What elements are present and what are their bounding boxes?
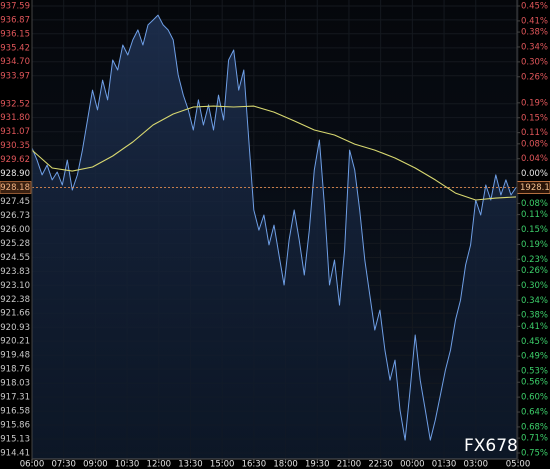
last-price-label: 1928.18 [520, 183, 550, 193]
y-tick-label: 1931.80 [0, 113, 30, 123]
y2-tick-label: 0.45% [521, 337, 548, 347]
y2-tick-label: 0.23% [521, 255, 548, 265]
y2-tick-label: 0.00% [521, 169, 548, 179]
x-tick-label: 05:00 [506, 460, 531, 469]
watermark: FX678 [464, 436, 518, 456]
average-line [31, 105, 517, 201]
y-tick-label: 1934.70 [0, 57, 30, 67]
y-tick-label: 1928.18 [0, 183, 30, 193]
y2-tick-label: 0.30% [521, 57, 548, 67]
y2-tick-label: 0.38% [521, 311, 548, 321]
y-tick-label: 1918.03 [0, 379, 30, 389]
y2-tick-label: 0.41% [521, 16, 548, 26]
y2-tick-label: 0.15% [521, 113, 548, 123]
tick-highlight [0, 181, 32, 194]
x-tick-label: 22:30 [368, 460, 393, 469]
y-tick-label: 1929.62 [0, 155, 30, 165]
x-tick-label: 07:30 [51, 460, 76, 469]
x-tick-label: 15:00 [210, 460, 235, 469]
y-tick-label: 1926.73 [0, 211, 30, 221]
y2-tick-label: 0.49% [521, 352, 548, 362]
y2-tick-label: 0.26% [521, 266, 548, 276]
y2-tick-label: 0.53% [521, 367, 548, 377]
y2-tick-label: 0.26% [521, 72, 548, 82]
y-tick-label: 1918.76 [0, 365, 30, 375]
y-tick-label: 1937.59 [0, 2, 30, 12]
y-tick-label: 1933.97 [0, 71, 30, 81]
y-tick-label: 1926.00 [0, 225, 30, 235]
x-tick-label: 06:00 [20, 460, 45, 469]
y-tick-label: 1922.38 [0, 295, 30, 305]
x-tick-label: 09:00 [83, 460, 108, 469]
x-tick-label: 18:00 [273, 460, 298, 469]
price-area [32, 15, 516, 459]
y2-tick-label: 0.11% [521, 128, 548, 138]
y2-tick-label: 0.41% [521, 322, 548, 332]
y2-tick-label: 0.15% [521, 225, 548, 235]
y2-tick-label: 0.04% [521, 154, 548, 164]
y2-tick-label: 0.60% [521, 393, 548, 403]
x-tick-label: 16:30 [242, 460, 267, 469]
y-tick-label: 1921.66 [0, 309, 30, 319]
y-tick-label: 1915.13 [0, 435, 30, 445]
y-tick-label: 1924.55 [0, 253, 30, 263]
y-tick-label: 1932.52 [0, 99, 30, 109]
x-tick-label: 21:00 [337, 460, 362, 469]
y2-tick-label: 0.08% [521, 139, 548, 149]
y-tick-label: 1935.42 [0, 43, 30, 53]
x-tick-label: 19:30 [305, 460, 330, 469]
y-tick-label: 1923.10 [0, 281, 30, 291]
y2-tick-label: 0.19% [521, 98, 548, 108]
x-tick-label: 12:00 [147, 460, 172, 469]
y-tick-label: 1936.87 [0, 15, 30, 25]
y2-tick-label: 0.64% [521, 408, 548, 418]
y-tick-label: 1920.21 [0, 337, 30, 347]
y-tick-label: 1930.35 [0, 141, 30, 151]
y2-tick-label: 0.08% [521, 199, 548, 209]
y-tick-label: 1927.45 [0, 197, 30, 207]
y2-tick-label: 0.56% [521, 378, 548, 388]
plot [31, 14, 517, 459]
y-tick-label: 1915.86 [0, 421, 30, 431]
y-tick-label: 1931.07 [0, 127, 30, 137]
y-tick-label: 1928.90 [0, 169, 30, 179]
y2-tick-label: 0.34% [521, 42, 548, 52]
x-tick-label: 10:30 [115, 460, 140, 469]
y-tick-label: 1920.93 [0, 323, 30, 333]
y-tick-label: 1936.15 [0, 29, 30, 39]
x-tick-label: 00:00 [400, 460, 425, 469]
y-tick-label: 1923.83 [0, 267, 30, 277]
x-tick-label: 03:00 [463, 460, 488, 469]
x-tick-label: 13:30 [178, 460, 203, 469]
y2-tick-label: 0.11% [521, 210, 548, 220]
y2-tick-label: 0.30% [521, 281, 548, 291]
y2-tick-label: 0.45% [521, 2, 548, 12]
y-tick-label: 1914.41 [0, 449, 30, 459]
y2-tick-label: 0.19% [521, 240, 548, 250]
price-line [31, 14, 517, 441]
y2-tick-label: 0.71% [521, 434, 548, 444]
y-tick-label: 1925.28 [0, 239, 30, 249]
y2-tick-label: 0.34% [521, 296, 548, 306]
y-tick-label: 1917.31 [0, 393, 30, 403]
x-tick-label: 01:30 [432, 460, 457, 469]
y2-tick-label: 0.38% [521, 28, 548, 38]
y2-tick-label: 0.75% [521, 449, 548, 459]
y2-tick-label: 0.68% [521, 422, 548, 432]
